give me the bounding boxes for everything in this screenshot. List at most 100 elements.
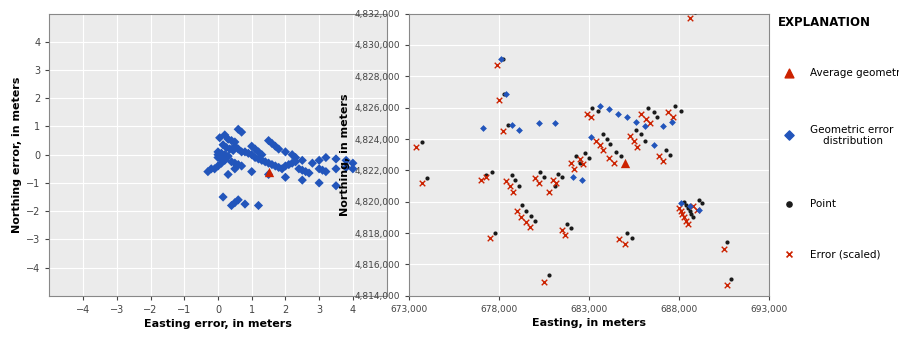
Point <box>210 163 225 169</box>
Point <box>235 130 249 135</box>
Point <box>214 156 228 162</box>
Point <box>512 183 526 189</box>
Point <box>345 160 360 166</box>
Point <box>682 208 697 214</box>
Point <box>583 135 598 140</box>
Point <box>504 122 519 128</box>
Point <box>262 138 276 143</box>
Point <box>285 152 299 157</box>
Point <box>262 160 276 166</box>
Point <box>221 172 236 177</box>
Point <box>318 169 333 174</box>
Point <box>691 207 706 212</box>
Point <box>279 163 293 169</box>
Point <box>664 119 679 124</box>
Point <box>223 146 237 152</box>
Point <box>537 279 551 285</box>
Point <box>619 114 634 120</box>
Point <box>589 138 603 143</box>
Point <box>420 175 434 181</box>
Point <box>524 213 539 219</box>
Point <box>528 218 542 223</box>
Point <box>627 138 641 143</box>
Point <box>582 155 596 160</box>
Y-axis label: Northing error, in meters: Northing error, in meters <box>12 76 22 233</box>
Point <box>686 204 700 209</box>
Point <box>564 226 578 231</box>
Point <box>231 126 245 132</box>
Point <box>573 160 587 165</box>
Point <box>666 114 681 120</box>
Point <box>275 166 289 172</box>
Point <box>504 172 519 178</box>
Point <box>637 124 652 129</box>
Point <box>499 178 513 184</box>
Point <box>720 282 734 288</box>
Point <box>227 166 242 172</box>
Point <box>329 156 343 162</box>
Point <box>495 129 510 134</box>
Point <box>221 153 236 159</box>
Point <box>519 219 533 225</box>
Point <box>501 122 515 128</box>
Text: Point: Point <box>810 199 836 209</box>
Point <box>218 132 232 138</box>
Point <box>542 190 556 195</box>
Point <box>312 180 326 186</box>
Point <box>479 172 494 178</box>
Point <box>318 155 333 160</box>
Point <box>503 183 517 189</box>
Point <box>268 163 282 169</box>
Point <box>218 152 232 157</box>
Point <box>580 111 594 117</box>
Point <box>476 125 490 131</box>
Point <box>281 162 296 167</box>
Point <box>264 141 279 146</box>
Point <box>564 160 578 165</box>
Point <box>227 143 242 149</box>
Point <box>663 152 677 157</box>
Point <box>673 208 688 214</box>
Point <box>592 142 607 148</box>
Point <box>268 143 282 149</box>
Point <box>720 240 734 245</box>
Point <box>531 121 546 126</box>
Point <box>264 162 279 167</box>
Point <box>506 190 521 195</box>
Point <box>295 168 309 173</box>
Point <box>226 148 240 153</box>
Point <box>655 124 670 129</box>
Point <box>619 231 634 236</box>
Point <box>628 127 643 132</box>
Point <box>549 180 564 186</box>
Point <box>717 246 731 252</box>
Point <box>546 177 560 183</box>
Point <box>227 139 242 145</box>
Point <box>614 154 628 159</box>
Point <box>414 180 429 186</box>
Point <box>305 160 320 166</box>
Point <box>241 151 255 156</box>
Point <box>672 205 686 211</box>
Point <box>208 166 222 172</box>
Text: EXPLANATION: EXPLANATION <box>778 16 870 30</box>
Point <box>537 174 551 180</box>
Point <box>558 232 573 237</box>
Point <box>237 149 252 155</box>
Point <box>515 202 530 208</box>
Point <box>609 149 623 154</box>
Point <box>555 174 569 180</box>
Point <box>528 175 542 181</box>
Point <box>650 114 664 120</box>
Point <box>634 111 648 117</box>
Point <box>227 160 242 166</box>
Point <box>479 174 494 180</box>
Point <box>245 152 259 157</box>
Text: Geometric error
    distribution: Geometric error distribution <box>810 124 894 146</box>
Point <box>235 149 249 155</box>
Point <box>551 171 565 176</box>
Point <box>682 16 697 21</box>
Point <box>675 211 690 217</box>
Point <box>668 103 682 109</box>
Point <box>691 198 706 203</box>
